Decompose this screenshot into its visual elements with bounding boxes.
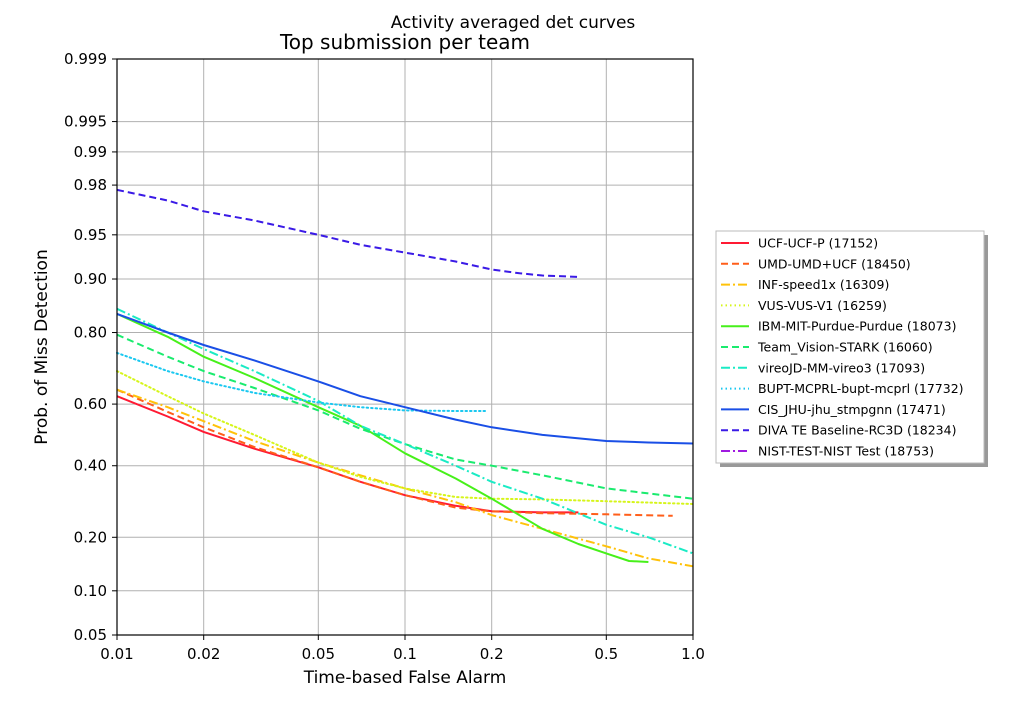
- y-tick-label: 0.98: [74, 176, 107, 194]
- x-tick-label: 0.2: [480, 645, 504, 663]
- series-line-3: [116, 370, 694, 505]
- y-tick-label: 0.05: [74, 626, 107, 644]
- y-tick-label: 0.80: [74, 324, 107, 342]
- legend-entry-label: CIS_JHU-jhu_stmpgnn (17471): [758, 402, 946, 417]
- x-tick-label: 0.5: [594, 645, 618, 663]
- chart-title: Top submission per team: [279, 30, 530, 54]
- legend-entry-label: UMD-UMD+UCF (18450): [758, 256, 911, 271]
- x-tick-label: 0.01: [100, 645, 133, 663]
- legend-entry-label: UCF-UCF-P (17152): [758, 236, 878, 251]
- y-tick-label: 0.99: [74, 143, 107, 161]
- y-tick-label: 0.999: [64, 50, 107, 68]
- y-tick-label: 0.90: [74, 270, 107, 288]
- y-tick-label: 0.20: [74, 528, 107, 546]
- legend-entry-label: Team_Vision-STARK (16060): [757, 340, 933, 355]
- legend-entry-label: NIST-TEST-NIST Test (18753): [758, 444, 934, 459]
- series-line-2: [116, 388, 694, 568]
- y-ticks: 0.05 0.10 0.20 0.40 0.60 0.80 0.90 0.95 0.98 0.99…: [64, 50, 117, 644]
- grid-lines: [117, 59, 693, 635]
- legend-entry-label: IBM-MIT-Purdue-Purdue (18073): [758, 319, 956, 334]
- chart-suptitle: Activity averaged det curves: [391, 13, 636, 33]
- legend-box: [715, 230, 985, 464]
- series-line-8: [116, 312, 694, 445]
- plot-series: [116, 188, 694, 568]
- legend-entry-label: DIVA TE Baseline-RC3D (18234): [758, 423, 956, 438]
- y-tick-label: 0.995: [64, 113, 107, 131]
- x-axis-label: Time-based False Alarm: [303, 668, 507, 688]
- series-line-4: [116, 312, 649, 563]
- legend-entry-label: INF-speed1x (16309): [758, 277, 889, 292]
- y-tick-label: 0.95: [74, 226, 107, 244]
- x-tick-label: 0.02: [187, 645, 220, 663]
- x-tick-label: 1.0: [681, 645, 705, 663]
- y-tick-label: 0.10: [74, 582, 107, 600]
- legend-entry-label: vireoJD-MM-vireo3 (17093): [758, 360, 925, 375]
- series-line-6: [116, 307, 694, 555]
- y-axis-label: Prob. of Miss Detection: [32, 249, 52, 444]
- x-tick-label: 0.1: [393, 645, 417, 663]
- y-tick-label: 0.40: [74, 457, 107, 475]
- x-tick-label: 0.05: [302, 645, 335, 663]
- legend: UCF-UCF-P (17152) UMD-UMD+UCF (18450) INF-…: [715, 230, 988, 467]
- legend-entry-label: VUS-VUS-V1 (16259): [758, 298, 887, 313]
- series-line-7: [116, 351, 487, 412]
- y-tick-label: 0.60: [74, 395, 107, 413]
- x-ticks: 0.01 0.02 0.05 0.1 0.2 0.5 1.0: [100, 635, 705, 663]
- series-line-9: [116, 188, 579, 278]
- legend-entry-label: BUPT-MCPRL-bupt-mcprl (17732): [758, 381, 964, 396]
- series-line-1: [116, 388, 673, 517]
